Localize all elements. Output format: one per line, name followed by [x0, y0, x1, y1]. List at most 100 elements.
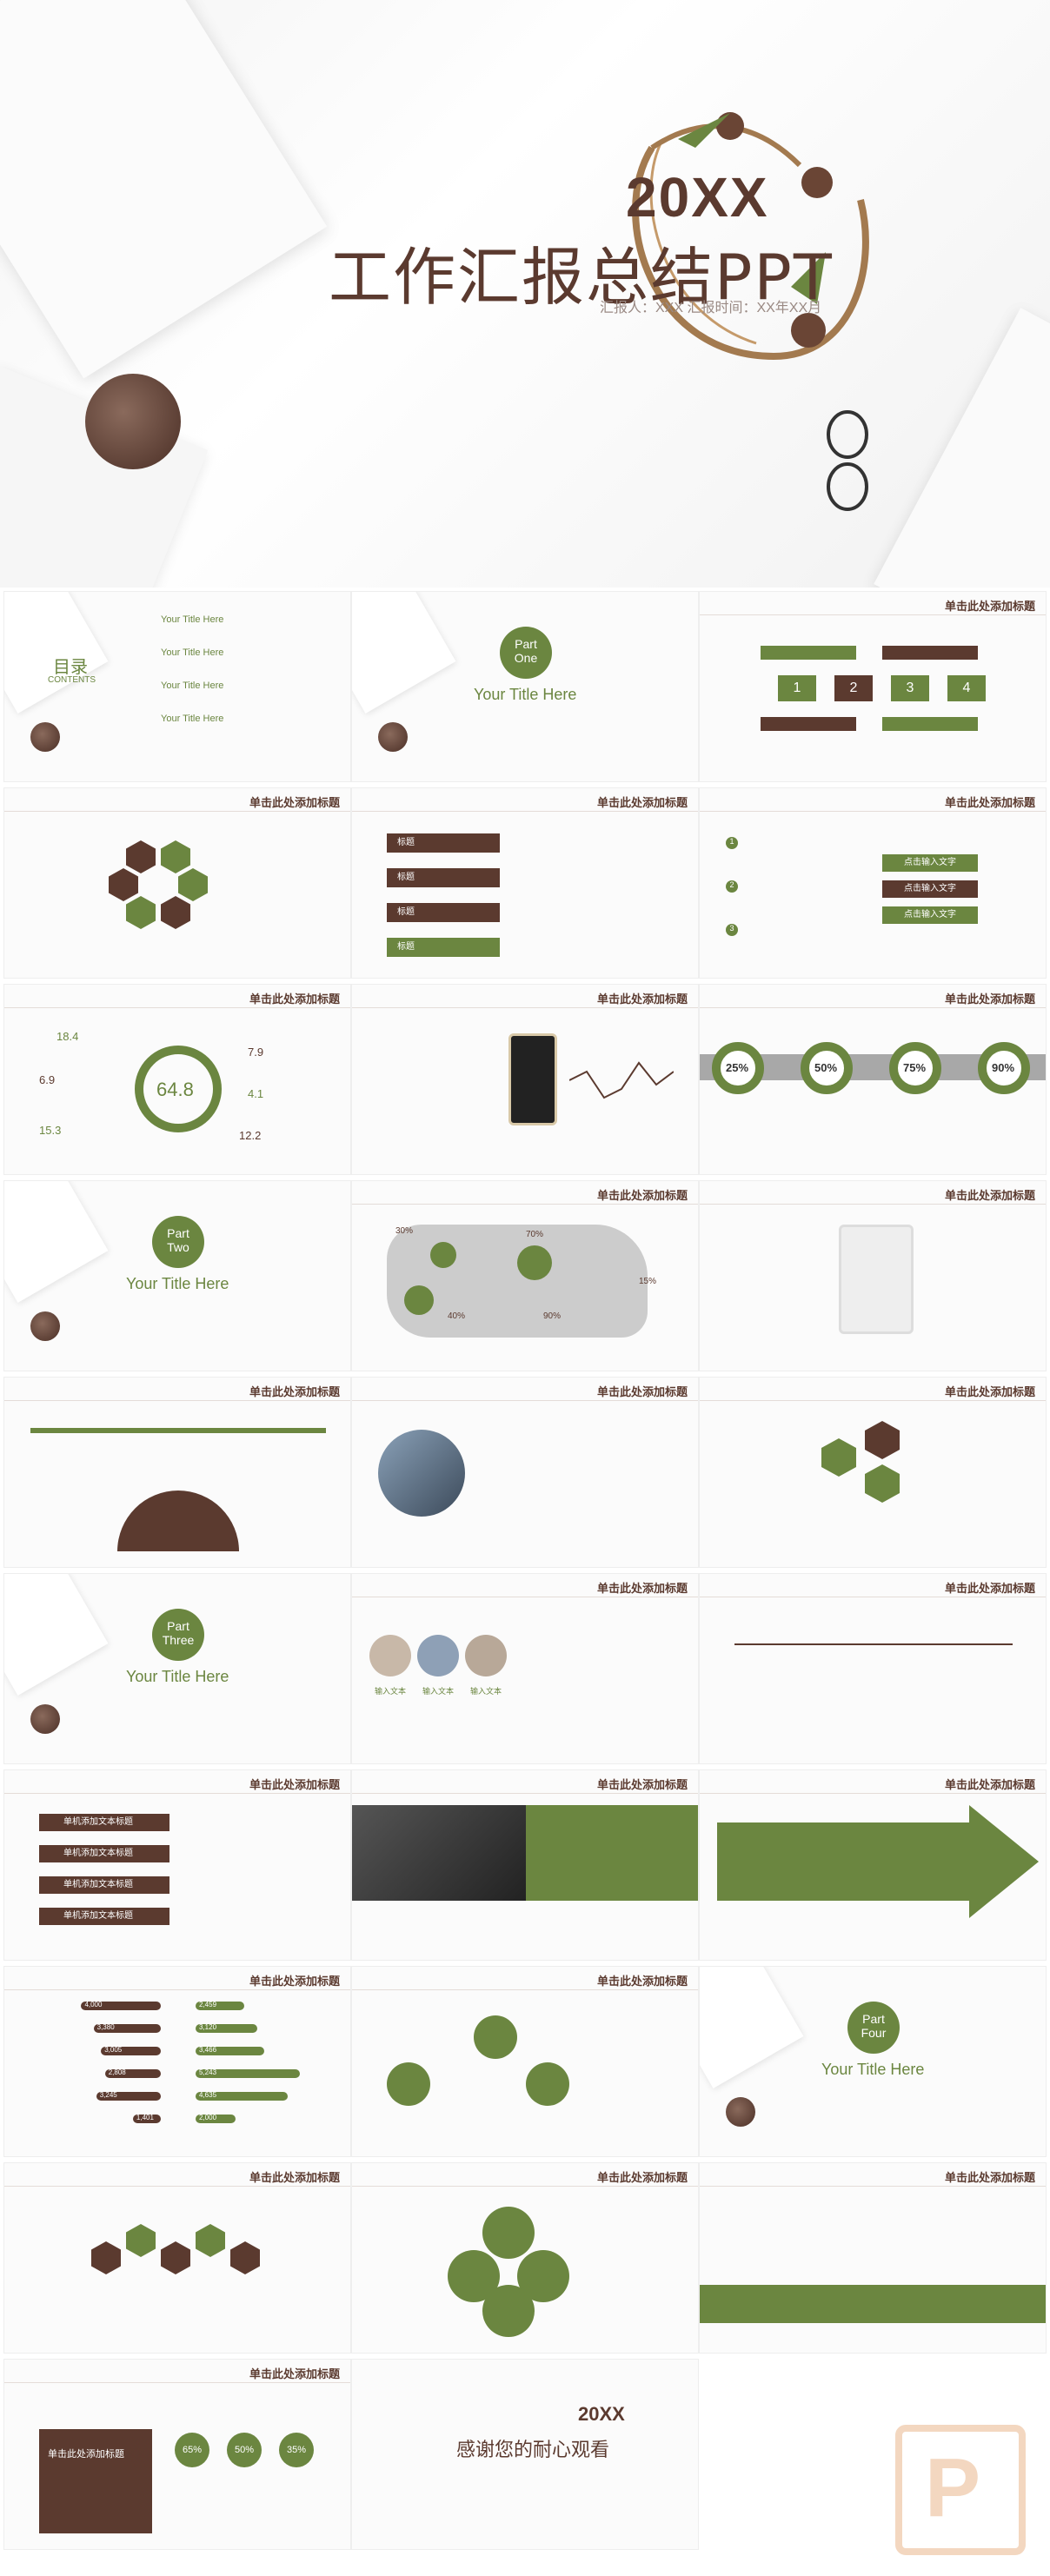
map-percent: 40% — [448, 1311, 466, 1321]
percent-badge: 50% — [227, 2433, 262, 2467]
stat-value: 6.9 — [39, 1073, 56, 1086]
semicircle-chart — [117, 1490, 239, 1551]
slide-world-map[interactable]: 单击此处添加标题 30% 70% 40% 90% 15% — [351, 1180, 699, 1371]
hex-tile — [109, 868, 138, 901]
slide-bar-chart[interactable]: 单击此处添加标题 4,000 2,459 3,380 3,120 3,005 3,466 2… — [3, 1966, 351, 2157]
slide-phone-chart[interactable]: 单击此处添加标题 — [351, 984, 699, 1175]
bar-right-label: 2,000 — [199, 2114, 217, 2121]
toc-subtitle: CONTENTS — [48, 675, 96, 685]
hex-tile — [126, 2224, 156, 2257]
pinecone-icon — [85, 374, 181, 469]
bar-left-label: 2,808 — [108, 2068, 126, 2076]
slide-tablet-list[interactable]: 单击此处添加标题 — [699, 1180, 1047, 1371]
bar-right-label: 2,459 — [199, 2001, 217, 2008]
header-divider — [352, 1007, 698, 1008]
header-divider — [352, 2186, 698, 2187]
slide-percent-circles[interactable]: 单击此处添加标题 25% 50% 75% 90% — [699, 984, 1047, 1175]
slide-hex-icons[interactable]: 单击此处添加标题 — [3, 787, 351, 979]
slide-header: 单击此处添加标题 — [596, 1385, 688, 1398]
building-photo — [378, 1430, 465, 1517]
slide-hex-diagram[interactable]: 单击此处添加标题 — [699, 1377, 1047, 1568]
slide-part-three[interactable]: Part Three Your Title Here — [3, 1573, 351, 1764]
slide-header: 单击此处添加标题 — [944, 600, 1035, 613]
slide-hex-cluster[interactable]: 单击此处添加标题 — [3, 2162, 351, 2354]
slide-ribbon-list[interactable]: 单击此处添加标题 标题 标题 标题 标题 — [351, 787, 699, 979]
slide-abcd-list[interactable]: 单击此处添加标题 单机添加文本标题 单机添加文本标题 单机添加文本标题 单机添加… — [3, 1769, 351, 1961]
circle-node — [387, 2062, 430, 2106]
slide-part-one[interactable]: Part One Your Title Here — [351, 591, 699, 782]
slide-closing[interactable]: 20XX 感谢您的耐心观看 — [351, 2359, 699, 2550]
slide-photo-banner[interactable]: 单击此处添加标题 — [351, 1769, 699, 1961]
slide-cards-semicircle[interactable]: 单击此处添加标题 — [3, 1377, 351, 1568]
percent-circle — [978, 1042, 1030, 1094]
arrow-shape — [717, 1805, 1039, 1918]
part-number: One — [514, 651, 538, 665]
footer-band — [700, 2285, 1046, 2323]
hex-tile — [91, 2241, 121, 2274]
part-title: Your Title Here — [126, 1275, 229, 1292]
slide-clover-diagram[interactable]: 单击此处添加标题 — [351, 2162, 699, 2354]
step-banner — [761, 717, 856, 731]
pinecone-icon — [30, 722, 60, 752]
slide-percent-columns[interactable]: 单击此处添加标题 单击此处添加标题 65% 50% 35% — [3, 2359, 351, 2550]
slide-photo-circles[interactable]: 单击此处添加标题 输入文本 输入文本 输入文本 — [351, 1573, 699, 1764]
hex-tile — [126, 896, 156, 929]
slide-numbered-text[interactable]: 单击此处添加标题 1 2 3 点击输入文字 点击输入文字 点击输入文字 — [699, 787, 1047, 979]
slide-toc[interactable]: 目录 CONTENTS Your Title Here Your Title H… — [3, 591, 351, 782]
slide-part-four[interactable]: Part Four Your Title Here — [699, 1966, 1047, 2157]
part-title: Your Title Here — [474, 686, 577, 703]
hex-tile — [161, 2241, 190, 2274]
part-label: Part — [167, 1226, 189, 1240]
header-divider — [700, 1793, 1046, 1794]
banner — [526, 1805, 698, 1901]
slide-process-steps[interactable]: 单击此处添加标题 1 2 3 4 — [699, 591, 1047, 782]
wreath-icon — [632, 112, 869, 361]
stat-value: 18.4 — [56, 1030, 79, 1043]
ribbon-label: 标题 — [387, 903, 500, 922]
bar-right-label: 5,243 — [199, 2068, 217, 2076]
input-label: 输入文本 — [375, 1687, 407, 1696]
slide-ring-stats[interactable]: 单击此处添加标题 64.8 18.4 7.9 6.9 4.1 15.3 12.2 — [3, 984, 351, 1175]
slide-header: 单击此处添加标题 — [596, 1189, 688, 1202]
slide-header: 单击此处添加标题 — [249, 1975, 340, 1988]
paper-decoration — [700, 1967, 804, 2088]
slide-header: 单击此处添加标题 — [249, 2171, 340, 2184]
cover-subtitle: 汇报人：XXX 汇报时间：XX年XX月 — [600, 301, 822, 315]
ribbon-label: 标题 — [387, 868, 500, 887]
bar-right — [196, 2024, 258, 2033]
slide-header: 单击此处添加标题 — [944, 1582, 1035, 1595]
hex-tile — [178, 868, 208, 901]
slide-header: 单击此处添加标题 — [249, 1778, 340, 1791]
closing-text: 感谢您的耐心观看 — [456, 2439, 610, 2460]
step-box: 1 — [778, 675, 816, 701]
pinecone-icon — [726, 2097, 755, 2127]
step-number: 2 — [726, 880, 738, 893]
map-bubble — [517, 1245, 552, 1280]
header-divider — [352, 1400, 698, 1401]
percent-badge: 65% — [175, 2433, 209, 2467]
card-row — [30, 1428, 326, 1485]
slide-header: 单击此处添加标题 — [596, 1582, 688, 1595]
header-divider — [4, 1989, 350, 1990]
hex-tile — [126, 840, 156, 873]
slide-part-two[interactable]: Part Two Your Title Here — [3, 1180, 351, 1371]
stat-value: 15.3 — [39, 1124, 62, 1137]
paper-decoration — [4, 1181, 109, 1303]
slide-header: 单击此处添加标题 — [596, 1778, 688, 1791]
bar-left — [132, 2115, 161, 2123]
slide-four-columns[interactable]: 单击此处添加标题 — [699, 2162, 1047, 2354]
slide-arrow-icons[interactable]: 单击此处添加标题 — [699, 1769, 1047, 1961]
title-card: 单击此处添加标题 — [39, 2429, 152, 2533]
slide-semicircle-diagram[interactable]: 单击此处添加标题 — [351, 1966, 699, 2157]
ring-value: 64.8 — [156, 1079, 194, 1100]
stat-value: 4.1 — [248, 1087, 264, 1100]
slide-header: 单击此处添加标题 — [249, 1385, 340, 1398]
part-number: Four — [861, 2026, 887, 2040]
list-item-label: 单机添加文本标题 — [39, 1845, 169, 1862]
bar-right-label: 3,466 — [199, 2046, 217, 2054]
slide-circle-photo[interactable]: 单击此处添加标题 — [351, 1377, 699, 1568]
input-label: 输入文本 — [470, 1687, 502, 1696]
slide-timeline[interactable]: 单击此处添加标题 — [699, 1573, 1047, 1764]
bar-left-label: 4,000 — [84, 2001, 103, 2008]
percent-value: 90% — [992, 1061, 1015, 1074]
